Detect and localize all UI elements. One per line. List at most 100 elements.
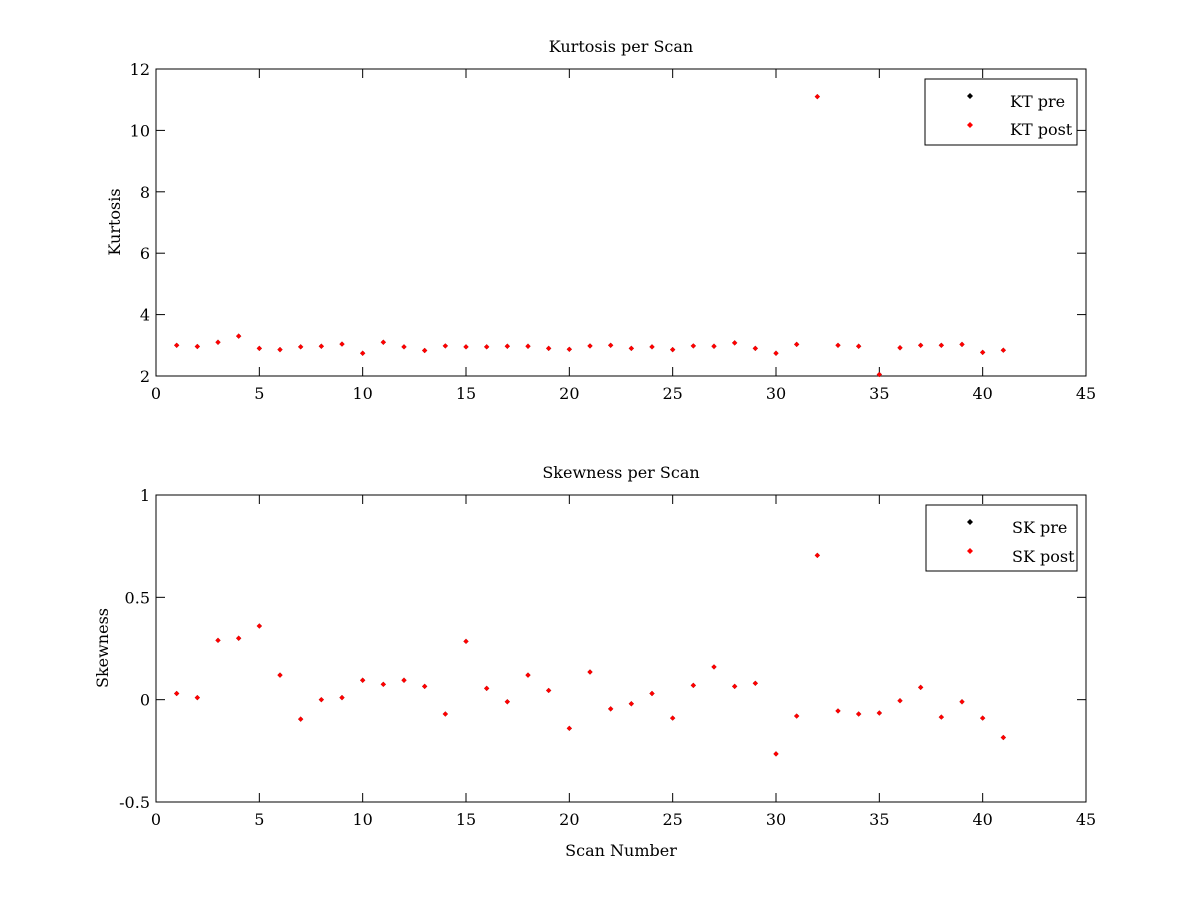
kurtosis-point-post xyxy=(401,344,407,350)
skewness-x-tick-label: 10 xyxy=(352,810,372,829)
kurtosis-x-tick-label: 15 xyxy=(456,384,476,403)
skewness-point-post xyxy=(608,706,614,712)
skewness-point-post xyxy=(835,708,841,714)
kurtosis-legend-marker-pre xyxy=(967,93,973,99)
kurtosis-points xyxy=(174,94,1006,378)
kurtosis-point-post xyxy=(711,343,717,349)
skewness-chart-title: Skewness per Scan xyxy=(542,463,699,482)
kurtosis-point-post xyxy=(566,346,572,352)
skewness-axes: Skewness per Scan Skewness Scan Number 0… xyxy=(93,463,1096,860)
skewness-point-post xyxy=(876,710,882,716)
skewness-y-ticks: -0.5 0 0.5 1 xyxy=(119,486,1086,812)
kurtosis-x-tick-label: 40 xyxy=(972,384,992,403)
kurtosis-point-post xyxy=(174,342,180,348)
skewness-point-post xyxy=(360,677,366,683)
kurtosis-point-post xyxy=(463,344,469,350)
skewness-point-post xyxy=(256,623,262,629)
skewness-y-tick-label: 1 xyxy=(140,486,150,505)
kurtosis-point-post xyxy=(876,371,882,378)
skewness-point-post xyxy=(980,715,986,721)
kurtosis-x-tick-label: 10 xyxy=(352,384,372,403)
kurtosis-x-ticks: 0 5 10 15 20 25 30 35 40 45 xyxy=(151,69,1096,403)
kurtosis-legend-label-post: KT post xyxy=(1010,120,1073,139)
skewness-x-tick-label: 30 xyxy=(766,810,786,829)
kurtosis-point-post xyxy=(670,346,676,353)
skewness-legend-box xyxy=(925,504,1078,572)
skewness-point-post xyxy=(628,701,634,707)
skewness-plot-area xyxy=(155,494,1087,803)
kurtosis-point-post xyxy=(752,345,758,351)
skewness-point-post xyxy=(959,699,965,705)
kurtosis-point-post xyxy=(587,343,593,349)
kurtosis-point-post xyxy=(380,339,386,345)
skewness-x-tick-label: 15 xyxy=(456,810,476,829)
kurtosis-y-tick-label: 12 xyxy=(130,60,150,79)
kurtosis-point-post xyxy=(897,345,903,351)
skewness-point-post xyxy=(794,713,800,719)
kurtosis-point-post xyxy=(959,341,965,347)
kurtosis-x-tick-label: 30 xyxy=(766,384,786,403)
kurtosis-axes: Kurtosis per Scan Kurtosis 0 5 10 15 20 25 30 3… xyxy=(105,37,1096,403)
kurtosis-legend-marker-post xyxy=(967,122,973,128)
skewness-points xyxy=(174,552,1006,757)
kurtosis-point-post xyxy=(546,345,552,351)
skewness-y-tick-label: 0 xyxy=(140,691,150,710)
kurtosis-y-tick-label: 4 xyxy=(140,306,150,325)
skewness-legend-label-pre: SK pre xyxy=(1012,518,1067,537)
kurtosis-point-post xyxy=(504,343,510,349)
kurtosis-point-post xyxy=(814,94,820,100)
skewness-x-tick-label: 35 xyxy=(869,810,889,829)
skewness-y-tick-label: 0.5 xyxy=(125,588,150,607)
kurtosis-point-post xyxy=(194,343,200,350)
skewness-x-tick-label: 40 xyxy=(972,810,992,829)
skewness-point-post xyxy=(546,687,552,694)
kurtosis-legend-label-pre: KT pre xyxy=(1010,92,1065,111)
kurtosis-point-post xyxy=(318,343,324,349)
kurtosis-point-post xyxy=(525,343,531,349)
skewness-point-post xyxy=(277,672,283,678)
kurtosis-point-post xyxy=(835,342,841,348)
kurtosis-point-post xyxy=(236,333,242,339)
kurtosis-y-axis-label: Kurtosis xyxy=(105,188,124,255)
skewness-point-post xyxy=(690,682,696,688)
skewness-legend-marker-pre xyxy=(967,519,973,525)
skewness-point-post xyxy=(670,715,676,721)
skewness-x-tick-label: 20 xyxy=(559,810,579,829)
skewness-legend-label-post: SK post xyxy=(1012,547,1075,566)
skewness-point-post xyxy=(814,552,820,558)
skewness-y-tick-label: -0.5 xyxy=(119,793,150,812)
skewness-legend-marker-post xyxy=(967,548,973,554)
kurtosis-point-post xyxy=(856,343,862,349)
kurtosis-point-post xyxy=(360,350,366,356)
skewness-point-post xyxy=(711,664,717,670)
skewness-point-post xyxy=(918,684,924,690)
skewness-point-post xyxy=(174,690,180,697)
skewness-point-post xyxy=(380,681,386,687)
kurtosis-point-post xyxy=(980,349,986,355)
skewness-x-tick-label: 45 xyxy=(1076,810,1096,829)
skewness-point-post xyxy=(215,637,221,643)
kurtosis-point-post xyxy=(484,344,490,350)
kurtosis-point-post xyxy=(649,344,655,350)
skewness-point-post xyxy=(587,669,593,675)
skewness-point-post xyxy=(1000,734,1006,741)
kurtosis-y-tick-label: 2 xyxy=(140,367,150,386)
kurtosis-point-post xyxy=(339,341,345,347)
kurtosis-point-post xyxy=(773,350,779,356)
kurtosis-point-post xyxy=(422,347,428,354)
skewness-point-post xyxy=(732,683,738,689)
skewness-point-post xyxy=(856,711,862,717)
skewness-point-post xyxy=(463,638,469,644)
skewness-point-post xyxy=(339,695,345,701)
skewness-point-post xyxy=(401,677,407,683)
skewness-point-post xyxy=(318,697,324,703)
kurtosis-x-tick-label: 25 xyxy=(662,384,682,403)
kurtosis-legend: KT pre KT post xyxy=(924,78,1078,146)
skewness-point-post xyxy=(236,635,242,641)
skewness-point-post xyxy=(938,714,944,720)
skewness-y-axis-label: Skewness xyxy=(93,608,112,688)
kurtosis-point-post xyxy=(1000,347,1006,353)
skewness-point-post xyxy=(422,683,428,689)
skewness-point-post xyxy=(298,716,304,722)
kurtosis-point-post xyxy=(442,343,448,349)
